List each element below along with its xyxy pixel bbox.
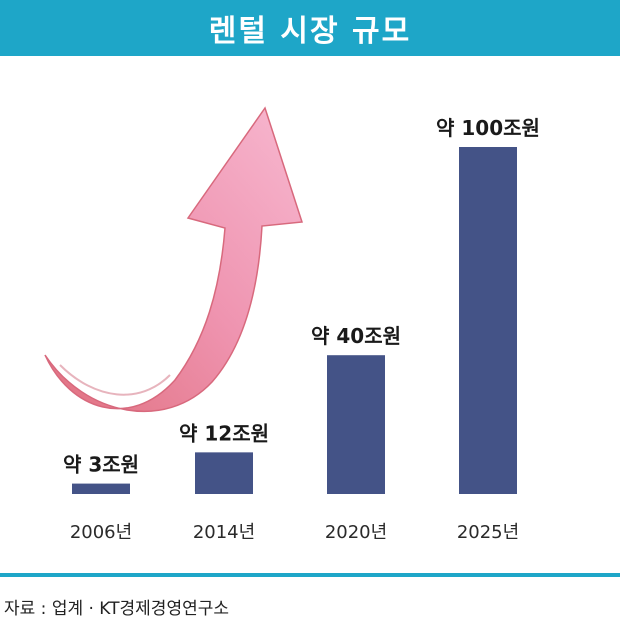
title-bar: 렌털 시장 규모 (0, 0, 620, 56)
value-label-1: 약 12조원 (179, 421, 269, 445)
bar-1 (195, 452, 253, 494)
value-label-0: 약 3조원 (63, 453, 139, 477)
chart-title: 렌털 시장 규모 (208, 14, 412, 49)
footer-divider (0, 573, 620, 577)
bar-3 (459, 147, 517, 494)
x-tick-label-0: 2006년 (70, 522, 132, 543)
bar-0 (72, 483, 130, 494)
x-tick-label-3: 2025년 (457, 522, 519, 543)
value-label-3: 약 100조원 (436, 116, 540, 140)
trend-arrow-icon (44, 106, 304, 413)
value-label-2: 약 40조원 (311, 324, 401, 348)
x-tick-label-1: 2014년 (193, 522, 255, 543)
bar-2 (327, 355, 385, 494)
source-note: 자료 : 업계 · KT경제경영연구소 (4, 599, 229, 619)
x-tick-label-2: 2020년 (325, 522, 387, 543)
bar-chart: 약 3조원 약 12조원 약 40조원 약 100조원 2006년 2014년 2020년… (44, 106, 540, 543)
